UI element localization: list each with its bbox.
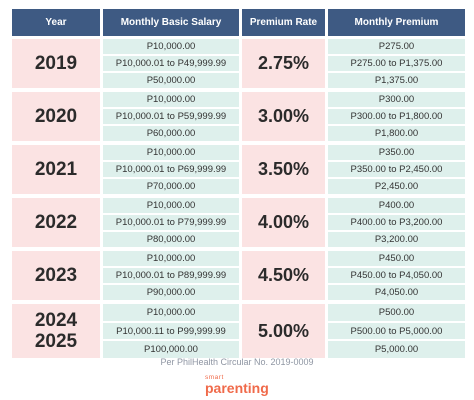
- salary-cell: P10,000.01 to P59,999.99: [103, 107, 239, 124]
- salary-cell: P100,000.00: [103, 339, 239, 359]
- salary-cell: P10,000.00: [103, 145, 239, 160]
- premium-cell: P300.00 to P1,800.00: [328, 107, 465, 124]
- year-cell: 2022: [12, 198, 100, 251]
- rate-cell: 3.50%: [242, 145, 325, 198]
- premium-cell: P1,800.00: [328, 124, 465, 141]
- year-cell: 2024 2025: [12, 304, 100, 362]
- salary-cell: P10,000.01 to P89,999.99: [103, 266, 239, 283]
- premium-cell: P350.00 to P2,450.00: [328, 160, 465, 177]
- premium-cell: P5,000.00: [328, 339, 465, 359]
- salary-cell: P50,000.00: [103, 71, 239, 88]
- header-salary: Monthly Basic Salary: [103, 9, 239, 39]
- salary-cell: P80,000.00: [103, 230, 239, 247]
- year-cell: 2021: [12, 145, 100, 198]
- rate-cell: 2.75%: [242, 39, 325, 92]
- salary-cell: P10,000.01 to P69,999.99: [103, 160, 239, 177]
- salary-cell: P10,000.00: [103, 39, 239, 54]
- premium-cell: P1,375.00: [328, 71, 465, 88]
- premium-cell: P450.00: [328, 251, 465, 266]
- rate-cell: 5.00%: [242, 304, 325, 362]
- salary-group: P10,000.00 P10,000.01 to P69,999.99 P70,…: [103, 145, 239, 198]
- smart-parenting-logo: smart parenting: [205, 374, 269, 396]
- premium-group: P300.00 P300.00 to P1,800.00 P1,800.00: [328, 92, 465, 145]
- salary-group: P10,000.00 P10,000.01 to P49,999.99 P50,…: [103, 39, 239, 92]
- source-footnote: Per PhilHealth Circular No. 2019-0009: [160, 357, 314, 367]
- logo-bottom-text: parenting: [205, 380, 269, 396]
- year-cell: 2023: [12, 251, 100, 304]
- premium-cell: P4,050.00: [328, 283, 465, 300]
- salary-group: P10,000.00 P10,000.01 to P79,999.99 P80,…: [103, 198, 239, 251]
- salary-cell: P90,000.00: [103, 283, 239, 300]
- salary-cell: P10,000.00: [103, 198, 239, 213]
- rate-cell: 3.00%: [242, 92, 325, 145]
- header-premium: Monthly Premium: [328, 9, 465, 39]
- premium-cell: P500.00 to P5,000.00: [328, 320, 465, 340]
- premium-cell: P275.00: [328, 39, 465, 54]
- premium-cell: P300.00: [328, 92, 465, 107]
- salary-cell: P10,000.00: [103, 304, 239, 321]
- year-cell: 2019: [12, 39, 100, 92]
- year-cell: 2020: [12, 92, 100, 145]
- premium-cell: P450.00 to P4,050.00: [328, 266, 465, 283]
- salary-group: P10,000.00 P10,000.11 to P99,999.99 P100…: [103, 304, 239, 362]
- rate-cell: 4.00%: [242, 198, 325, 251]
- premium-cell: P2,450.00: [328, 177, 465, 194]
- salary-cell: P10,000.01 to P49,999.99: [103, 54, 239, 71]
- salary-cell: P10,000.00: [103, 92, 239, 107]
- salary-cell: P70,000.00: [103, 177, 239, 194]
- premium-cell: P400.00 to P3,200.00: [328, 213, 465, 230]
- logo-top-text: smart: [205, 374, 224, 381]
- premium-cell: P500.00: [328, 304, 465, 321]
- premium-table: Year Monthly Basic Salary Premium Rate M…: [12, 9, 465, 362]
- premium-cell: P3,200.00: [328, 230, 465, 247]
- premium-group: P450.00 P450.00 to P4,050.00 P4,050.00: [328, 251, 465, 304]
- salary-group: P10,000.00 P10,000.01 to P59,999.99 P60,…: [103, 92, 239, 145]
- rate-cell: 4.50%: [242, 251, 325, 304]
- premium-group: P500.00 P500.00 to P5,000.00 P5,000.00: [328, 304, 465, 362]
- premium-group: P400.00 P400.00 to P3,200.00 P3,200.00: [328, 198, 465, 251]
- premium-group: P350.00 P350.00 to P2,450.00 P2,450.00: [328, 145, 465, 198]
- salary-cell: P60,000.00: [103, 124, 239, 141]
- premium-cell: P350.00: [328, 145, 465, 160]
- premium-cell: P275.00 to P1,375.00: [328, 54, 465, 71]
- salary-cell: P10,000.00: [103, 251, 239, 266]
- salary-cell: P10,000.01 to P79,999.99: [103, 213, 239, 230]
- header-year: Year: [12, 9, 100, 39]
- header-rate: Premium Rate: [242, 9, 325, 39]
- premium-cell: P400.00: [328, 198, 465, 213]
- salary-group: P10,000.00 P10,000.01 to P89,999.99 P90,…: [103, 251, 239, 304]
- premium-group: P275.00 P275.00 to P1,375.00 P1,375.00: [328, 39, 465, 92]
- salary-cell: P10,000.11 to P99,999.99: [103, 320, 239, 340]
